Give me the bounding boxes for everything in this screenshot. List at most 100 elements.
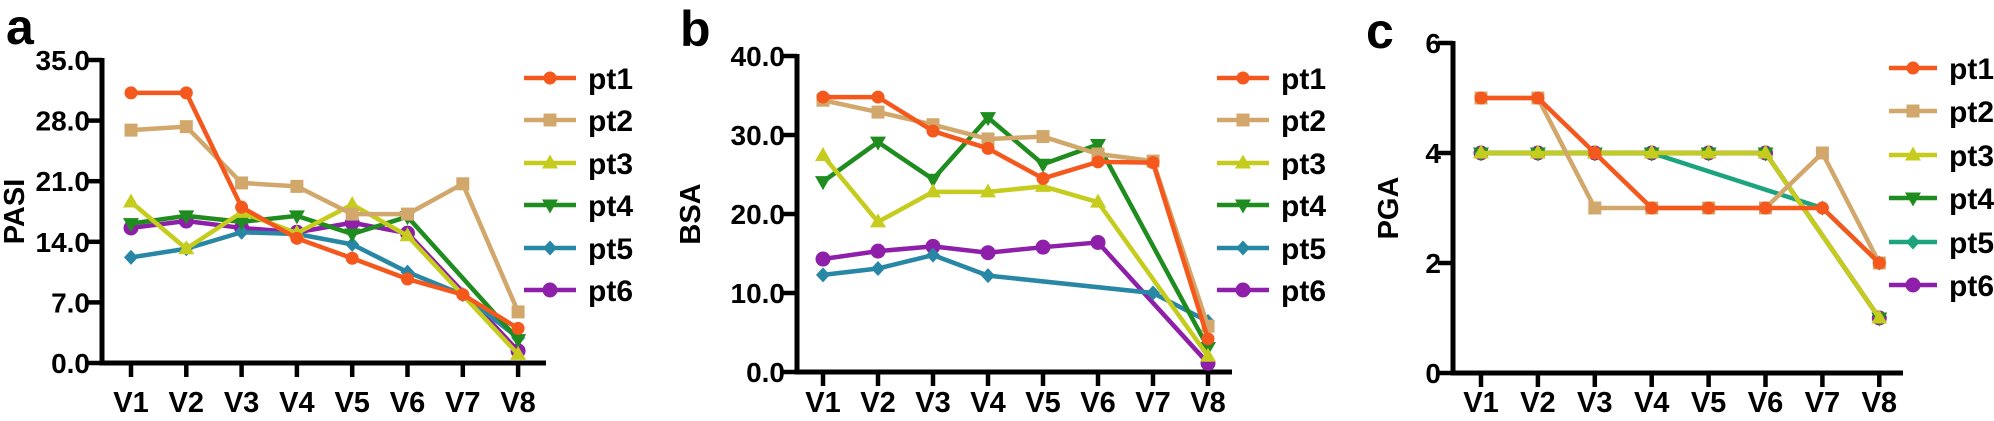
panel-b-legend-entry-pt3: pt3	[1217, 148, 1326, 181]
panel-b-legend-entry-pt5: pt5	[1217, 233, 1326, 266]
panel-a-legend-marker-pt1	[543, 71, 557, 85]
panel-b-x-label-V3: V3	[915, 387, 950, 416]
panel-a-legend-entry-pt4: pt4	[524, 190, 633, 223]
panel-a-series-pt4-marker	[288, 210, 305, 225]
panel-c-legend-entry-pt1: pt1	[1889, 53, 1994, 86]
panel-b-series-pt2-marker	[981, 132, 995, 146]
panel-b-series-pt2-line	[820, 97, 1211, 329]
panel-b-series-pt4-line	[820, 115, 1211, 350]
panel-b-legend-entry-pt1: pt1	[1217, 63, 1326, 96]
panel-b-series-pt4-marker	[870, 136, 886, 151]
chart-a-svg: a 0.0 7.0 14.0 21.0 28.0 35.0 V1 V2 V3 V4 V5 V6 V7 V8 P…	[0, 0, 633, 419]
panel-c-series-pt1-marker	[1588, 146, 1602, 160]
panel-a-legend-label-pt3: pt3	[588, 148, 633, 181]
panel-a-legend-label-pt6: pt6	[588, 275, 633, 308]
panel-a-series-pt2-marker	[235, 176, 249, 190]
panel-c-series-pt2-marker	[1815, 146, 1829, 160]
panel-b-legend-label-pt3: pt3	[1281, 148, 1326, 181]
panel-c-series-pt3-marker	[1700, 144, 1717, 159]
panel-a-legend-entry-pt2: pt2	[524, 105, 633, 138]
panel-b-x-label-V1: V1	[805, 387, 840, 416]
panel-a-y-tick-label: 14.0	[36, 227, 91, 258]
panel-b-legend-label-pt6: pt6	[1281, 275, 1326, 308]
panel-c-legend-label-pt6: pt6	[1949, 270, 1994, 303]
panel-a-series-pt2-marker	[124, 123, 138, 137]
panel-b-legend-label-pt4: pt4	[1281, 190, 1326, 223]
panel-c-x-label-V6: V6	[1748, 387, 1783, 416]
panel-b-series-pt1-marker	[926, 124, 940, 138]
panel-b-series-pt5-marker	[926, 247, 940, 263]
panel-a-legend-entry-pt6: pt6	[524, 275, 633, 308]
panel-b-y-tick-label: 40.0	[731, 41, 786, 72]
panel-c-legend-marker-pt4	[1905, 192, 1921, 207]
panel-b-series-pt2-marker	[1036, 130, 1050, 144]
panel-a-legend-marker-pt6	[542, 282, 558, 298]
panel-c-y-tick-label: 6	[1425, 28, 1441, 59]
panel-c-legend-entry-pt5: pt5	[1889, 227, 1994, 260]
panel-b-legend-entry-pt6: pt6	[1217, 275, 1326, 308]
panel-c: c 0 2 4 6 V1 V2 V3 V4 V5 V6 V7 V8 PGA pt1 pt2 pt3 pt4 pt5 p…	[1340, 0, 1994, 419]
panel-b-legend-label-pt2: pt2	[1281, 105, 1326, 138]
panel-c-legend-marker-pt2	[1906, 104, 1920, 118]
panel-b-series-pt5-marker	[816, 267, 830, 283]
panel-a-series-pt2-marker	[179, 120, 193, 134]
panel-b-legend-marker-pt1	[1236, 71, 1250, 85]
panel-a-series-pt2-line	[128, 124, 521, 315]
panel-c-series-pt1-marker	[1645, 201, 1659, 215]
panel-c-legend-marker-pt6	[1905, 277, 1921, 293]
panel-b-x-label-V7: V7	[1135, 387, 1170, 416]
panel-b-series-pt1-marker	[1146, 156, 1160, 170]
panel-b-series-pt6-marker	[1090, 234, 1106, 250]
panel-a-legend-marker-pt3	[542, 154, 558, 169]
panel-a-legend-marker-pt5	[543, 240, 557, 256]
panel-b-series-pt3-marker	[870, 213, 886, 228]
panel-c-legend-entry-pt6: pt6	[1889, 270, 1994, 303]
panel-b-legend-label-pt5: pt5	[1281, 233, 1326, 266]
panel-c-y-tick-label: 0	[1425, 358, 1441, 389]
panel-b-series-pt4-marker	[1090, 138, 1106, 153]
panel-a-y-tick-label: 21.0	[36, 166, 91, 197]
panel-c-legend-label-pt4: pt4	[1949, 183, 1994, 216]
panel-a-series-pt1-marker	[401, 272, 414, 286]
panel-b-legend-entry-pt2: pt2	[1217, 105, 1326, 138]
panel-b-series-pt3-marker	[980, 183, 996, 198]
panel-a-series-pt2-marker	[401, 207, 414, 221]
panel-a-series-pt4-marker	[233, 216, 250, 231]
panel-a-series-pt1-marker	[456, 288, 470, 302]
panel-a-x-label-V4: V4	[279, 387, 314, 416]
panel-a-series-pt1-marker	[511, 321, 525, 335]
panel-c-y-tick-label: 2	[1425, 248, 1441, 279]
panel-c-legend-label-pt2: pt2	[1949, 96, 1994, 129]
panel-a-series-pt5-marker	[345, 236, 360, 252]
panel-a-legend-label-pt2: pt2	[588, 105, 633, 138]
panel-b-series-pt6-marker	[1035, 239, 1051, 255]
panel-b-series-pt6-line	[820, 240, 1211, 366]
panel-b-series-pt5-line	[820, 252, 1211, 324]
panel-b-series-pt1-marker	[816, 90, 830, 104]
panel-a-legend-marker-pt4	[542, 199, 558, 214]
panel-b-legend-marker-pt2	[1236, 113, 1250, 127]
panel-a-legend-label-pt1: pt1	[588, 63, 633, 96]
panel-a-x-label-V8: V8	[500, 387, 535, 416]
panel-b-series-pt4-marker	[1035, 158, 1051, 173]
panel-b-series-pt4-marker	[980, 112, 996, 127]
panel-c-x-label-V1: V1	[1463, 387, 1498, 416]
panel-a-x-label-V2: V2	[169, 387, 204, 416]
panel-c-legend-marker-pt5	[1906, 234, 1920, 250]
panel-b-series-pt3-marker	[815, 147, 831, 162]
panel-c-legend-label-pt3: pt3	[1949, 140, 1994, 173]
panel-b-y-tick-label: 0.0	[746, 357, 785, 388]
panel-c-series-pt1-line	[1478, 95, 1882, 266]
panel-a-y-tick-label: 35.0	[36, 45, 91, 76]
panel-b-series-pt5-marker	[981, 268, 995, 284]
panel-c-series-pt3-marker	[1643, 144, 1660, 159]
panel-a-series-pt1-marker	[179, 86, 193, 100]
panel-a-series-pt4-marker	[178, 210, 195, 225]
panel-b-series-pt6-marker	[925, 238, 941, 254]
panel-c-series-pt6-line	[1478, 150, 1882, 321]
panel-c-series-pt1-marker	[1474, 91, 1488, 105]
panel-a-x-label-V5: V5	[334, 387, 369, 416]
panel-c-legend-entry-pt2: pt2	[1889, 96, 1994, 129]
panel-b-x-label-V8: V8	[1190, 387, 1225, 416]
panel-b-letter: b	[680, 1, 711, 57]
